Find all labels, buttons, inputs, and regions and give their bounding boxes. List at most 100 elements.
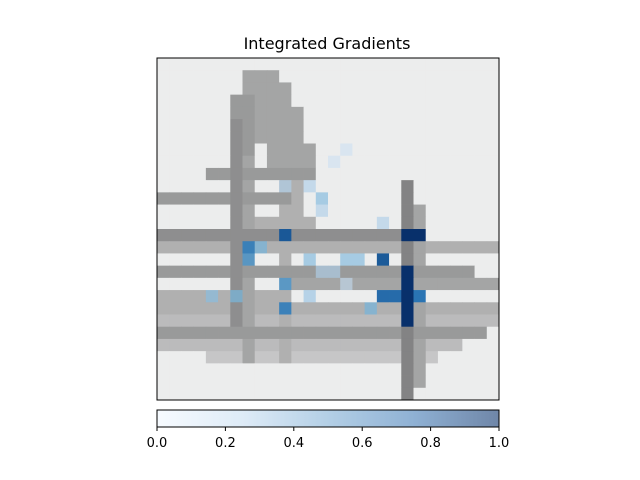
heatmap-cell xyxy=(193,58,207,71)
heatmap-cell xyxy=(486,119,500,132)
heatmap-cell xyxy=(352,216,366,230)
heatmap-cell xyxy=(205,229,219,242)
heatmap-cell xyxy=(401,204,414,218)
heatmap-cell xyxy=(254,253,268,267)
heatmap-cell xyxy=(242,106,256,120)
heatmap-cell xyxy=(315,314,329,328)
heatmap-cell xyxy=(328,131,341,144)
heatmap-cell xyxy=(401,351,414,364)
heatmap-cell xyxy=(242,204,256,218)
heatmap-cell xyxy=(205,387,219,401)
heatmap-cell xyxy=(462,180,475,193)
heatmap-cell xyxy=(193,192,207,205)
heatmap-cell xyxy=(450,70,463,83)
heatmap-cell xyxy=(205,216,219,230)
heatmap-cell xyxy=(462,277,475,291)
heatmap-cell xyxy=(218,290,231,303)
heatmap-cell xyxy=(486,229,500,242)
heatmap-cell xyxy=(169,70,182,83)
heatmap-cell xyxy=(486,82,500,96)
heatmap-cell xyxy=(266,290,280,303)
heatmap-cell xyxy=(181,314,195,328)
heatmap-plot-area xyxy=(156,57,500,401)
heatmap-cell xyxy=(169,290,182,303)
heatmap-cell xyxy=(193,302,207,315)
heatmap-cell xyxy=(230,94,243,108)
heatmap-cell xyxy=(376,82,390,96)
heatmap-cell xyxy=(486,314,500,328)
colorbar-tick-label: 0.0 xyxy=(147,436,168,451)
heatmap-cell xyxy=(425,351,439,364)
heatmap-cell xyxy=(315,387,329,401)
heatmap-cell xyxy=(413,155,427,169)
heatmap-cell xyxy=(266,70,280,83)
heatmap-cell xyxy=(425,94,439,108)
heatmap-cell xyxy=(230,363,243,376)
heatmap-cell xyxy=(486,351,500,364)
heatmap-cell xyxy=(437,58,451,71)
heatmap-cell xyxy=(193,387,207,401)
heatmap-cell xyxy=(315,82,329,96)
heatmap-cell xyxy=(352,229,366,242)
heatmap-cell xyxy=(462,131,475,144)
heatmap-cell xyxy=(328,70,341,83)
heatmap-cell xyxy=(218,326,231,340)
heatmap-cell xyxy=(425,387,439,401)
heatmap-cell xyxy=(389,155,402,169)
heatmap-cell xyxy=(279,387,292,401)
heatmap-cell xyxy=(303,326,317,340)
heatmap-cell xyxy=(266,192,280,205)
heatmap-cell xyxy=(340,351,353,364)
heatmap-cell xyxy=(389,326,402,340)
heatmap-cell xyxy=(450,375,463,389)
heatmap-cell xyxy=(315,70,329,83)
heatmap-cell xyxy=(181,131,195,144)
heatmap-cell xyxy=(266,131,280,144)
heatmap-cell xyxy=(218,338,231,352)
heatmap-cell xyxy=(157,338,170,352)
heatmap-cell xyxy=(340,290,353,303)
heatmap-cell xyxy=(242,119,256,132)
heatmap-cell xyxy=(437,351,451,364)
heatmap-cell xyxy=(437,106,451,120)
heatmap-cell xyxy=(254,314,268,328)
heatmap-cell xyxy=(205,82,219,96)
heatmap-cell xyxy=(157,131,170,144)
heatmap-cell xyxy=(279,326,292,340)
heatmap-cell xyxy=(425,314,439,328)
heatmap-cell xyxy=(181,290,195,303)
heatmap-cell xyxy=(254,216,268,230)
heatmap-cell xyxy=(352,94,366,108)
heatmap-cell xyxy=(340,155,353,169)
heatmap-cell xyxy=(193,94,207,108)
heatmap-cell xyxy=(413,180,427,193)
heatmap-cell xyxy=(193,180,207,193)
heatmap-cell xyxy=(437,204,451,218)
heatmap-cell xyxy=(181,253,195,267)
heatmap-cell xyxy=(315,143,329,157)
heatmap-cell xyxy=(437,82,451,96)
heatmap-cell xyxy=(315,326,329,340)
heatmap-cell xyxy=(401,302,414,315)
heatmap-cell xyxy=(279,167,292,181)
heatmap-cell xyxy=(437,277,451,291)
heatmap-cell xyxy=(193,106,207,120)
heatmap-cell xyxy=(401,192,414,205)
heatmap-cell xyxy=(401,338,414,352)
heatmap-cell xyxy=(254,229,268,242)
heatmap-cell xyxy=(169,167,182,181)
heatmap-cell xyxy=(425,131,439,144)
heatmap-cell xyxy=(364,326,378,340)
heatmap-cell xyxy=(181,106,195,120)
heatmap-cell xyxy=(462,326,475,340)
heatmap-cells xyxy=(157,58,500,401)
heatmap-cell xyxy=(328,253,341,267)
heatmap-cell xyxy=(401,167,414,181)
heatmap-cell xyxy=(340,253,353,267)
heatmap-cell xyxy=(389,277,402,291)
heatmap-cell xyxy=(352,351,366,364)
heatmap-cell xyxy=(328,326,341,340)
heatmap-cell xyxy=(266,314,280,328)
heatmap-cell xyxy=(303,204,317,218)
heatmap-cell xyxy=(230,167,243,181)
